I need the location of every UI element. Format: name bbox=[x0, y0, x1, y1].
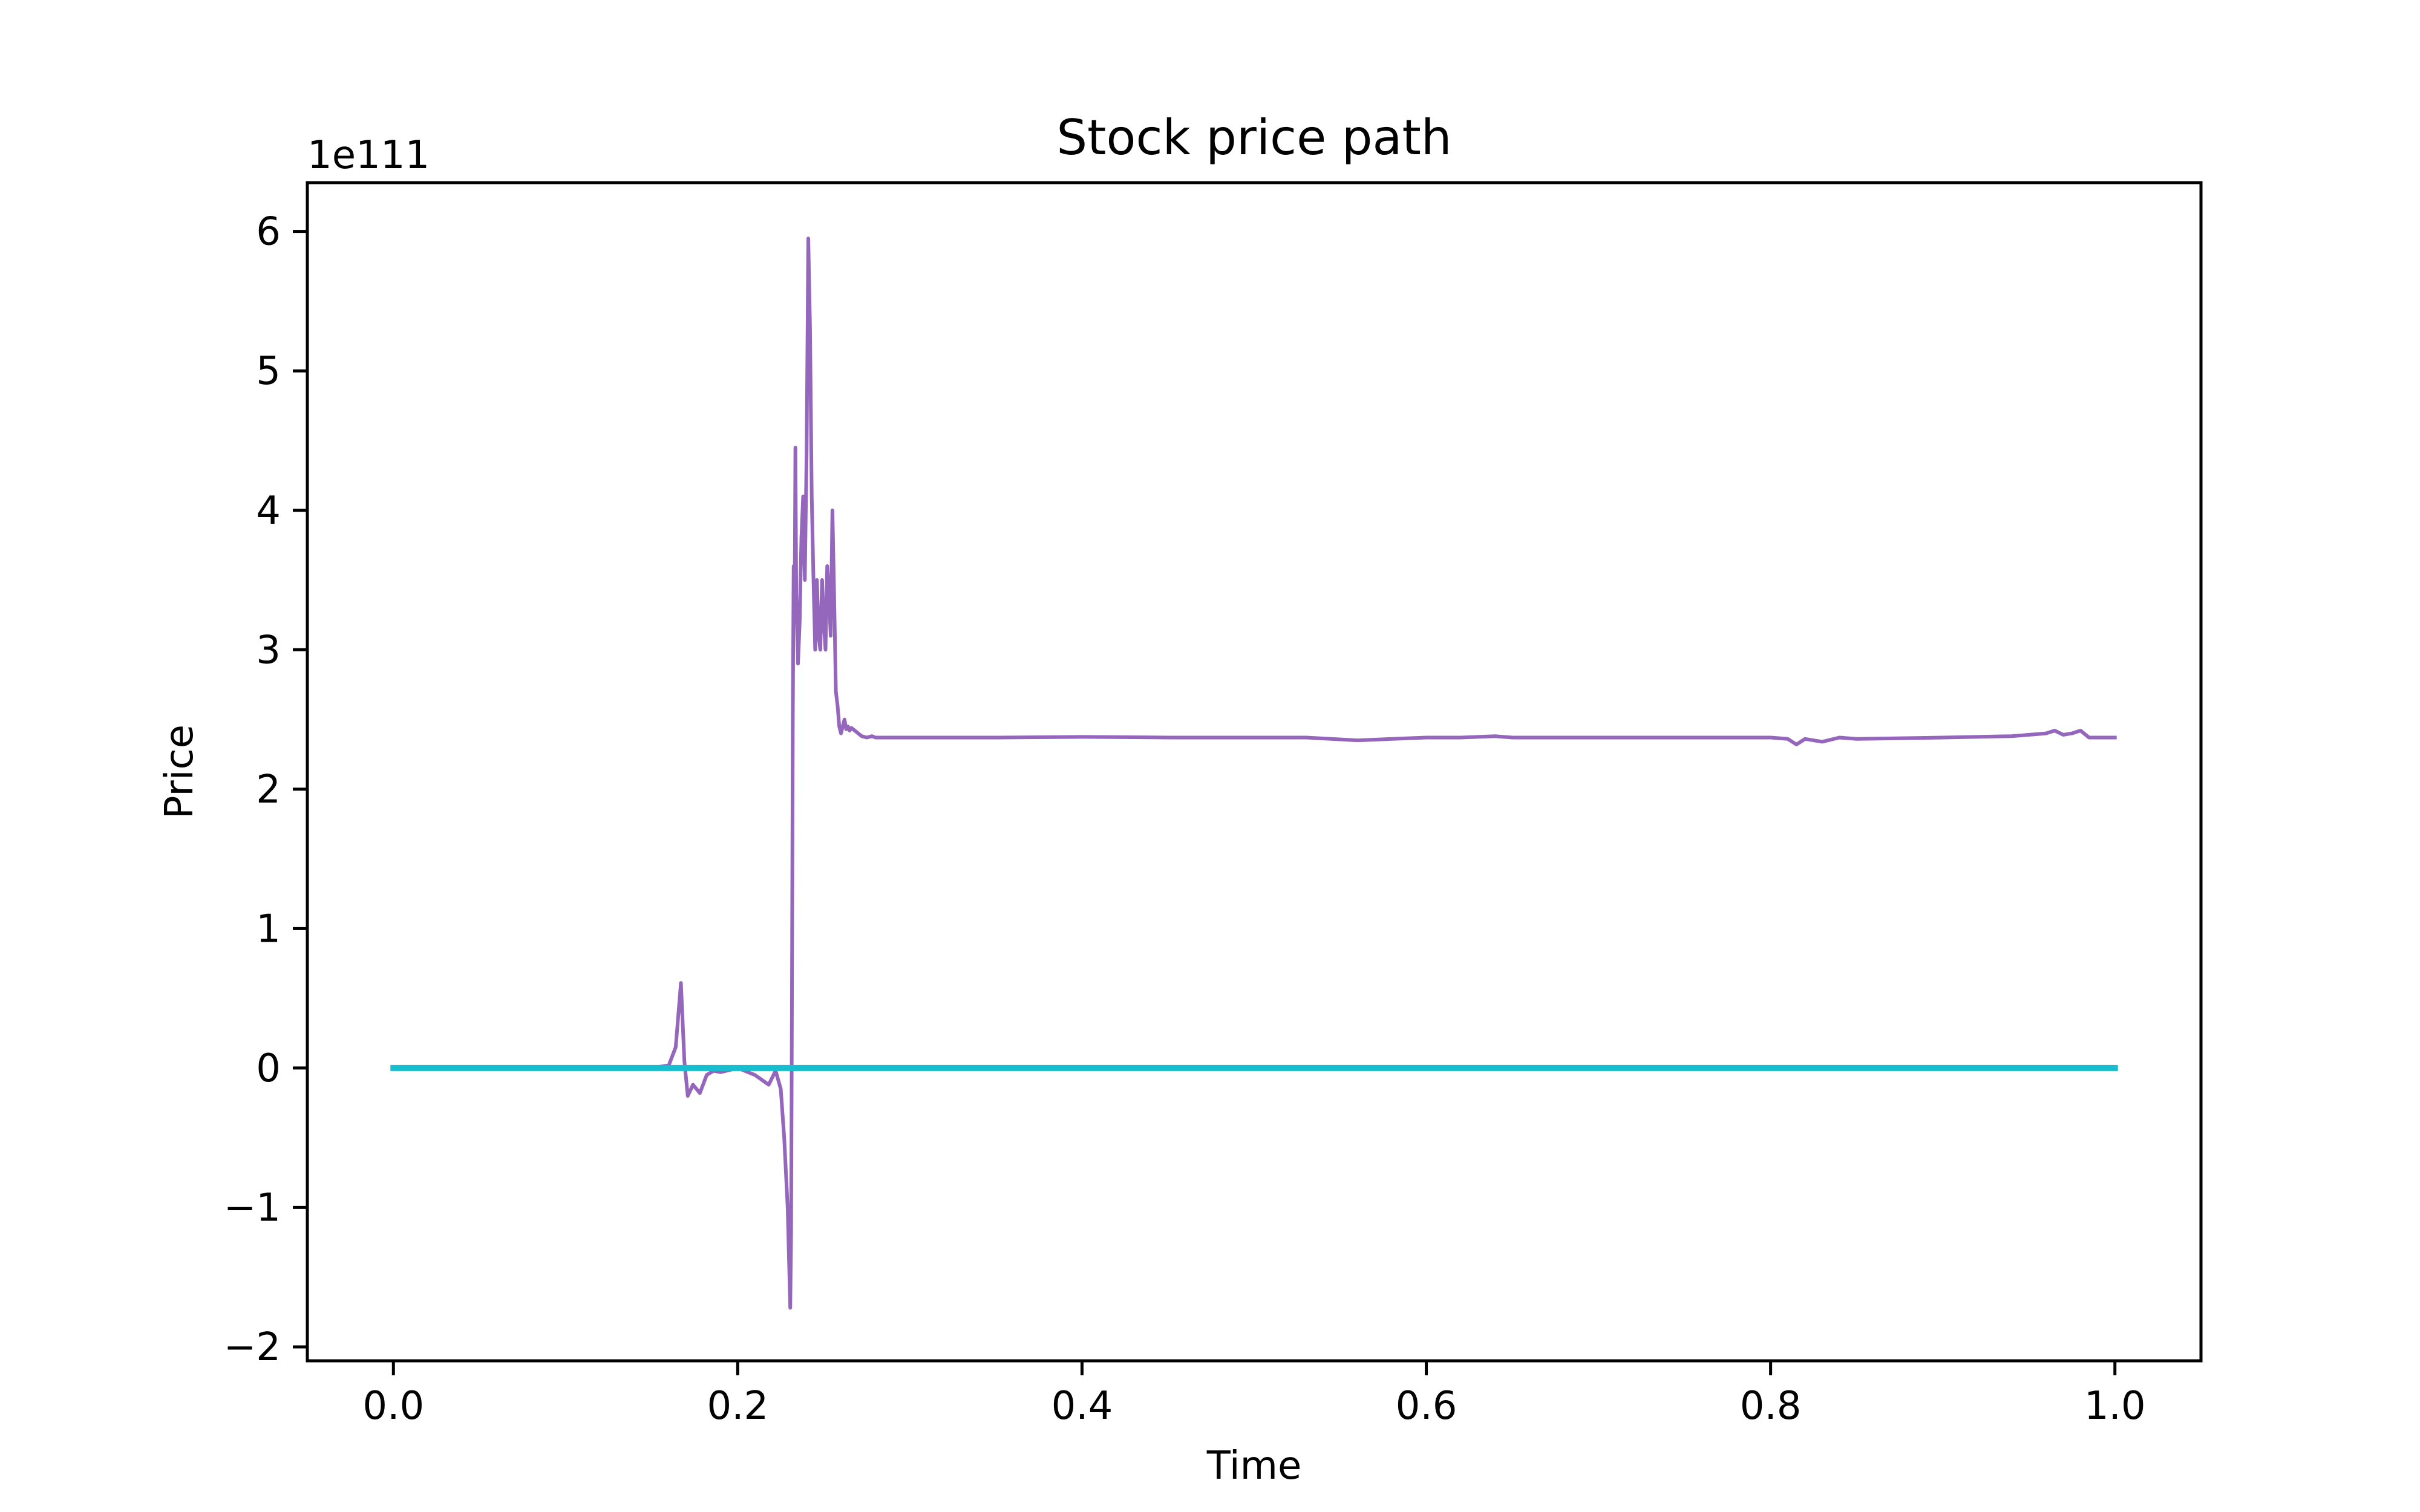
y-tick-label: 0 bbox=[256, 1046, 281, 1091]
y-axis-label: Price bbox=[157, 725, 202, 819]
y-tick-label: −2 bbox=[224, 1325, 281, 1370]
x-axis-label: Time bbox=[1206, 1444, 1302, 1488]
x-tick-label: 0.8 bbox=[1740, 1384, 1802, 1429]
y-tick-label: 1 bbox=[256, 907, 281, 951]
x-tick-label: 0.2 bbox=[707, 1384, 768, 1429]
x-tick-label: 0.4 bbox=[1051, 1384, 1113, 1429]
series-line-1 bbox=[391, 236, 2117, 1310]
chart-title: Stock price path bbox=[1056, 109, 1451, 166]
y-tick-label: 2 bbox=[256, 767, 281, 812]
x-tick-label: 0.0 bbox=[362, 1384, 424, 1429]
y-tick-label: 3 bbox=[256, 628, 281, 673]
x-tick-label: 1.0 bbox=[2084, 1384, 2146, 1429]
y-tick-label: 5 bbox=[256, 349, 281, 394]
x-axis: 0.0 0.2 0.4 0.6 0.8 1.0 bbox=[362, 1361, 2146, 1429]
plot-frame bbox=[306, 181, 2203, 1363]
plot-background bbox=[307, 183, 2201, 1361]
y-axis-offset-text: 1e111 bbox=[307, 133, 430, 178]
x-tick-label: 0.6 bbox=[1396, 1384, 1457, 1429]
y-axis: −2 −1 0 1 2 3 4 5 6 bbox=[224, 210, 307, 1370]
y-tick-label: 4 bbox=[256, 489, 281, 533]
y-tick-label: 6 bbox=[256, 210, 281, 255]
series-layer bbox=[390, 236, 2118, 1310]
y-tick-label: −1 bbox=[224, 1185, 281, 1230]
